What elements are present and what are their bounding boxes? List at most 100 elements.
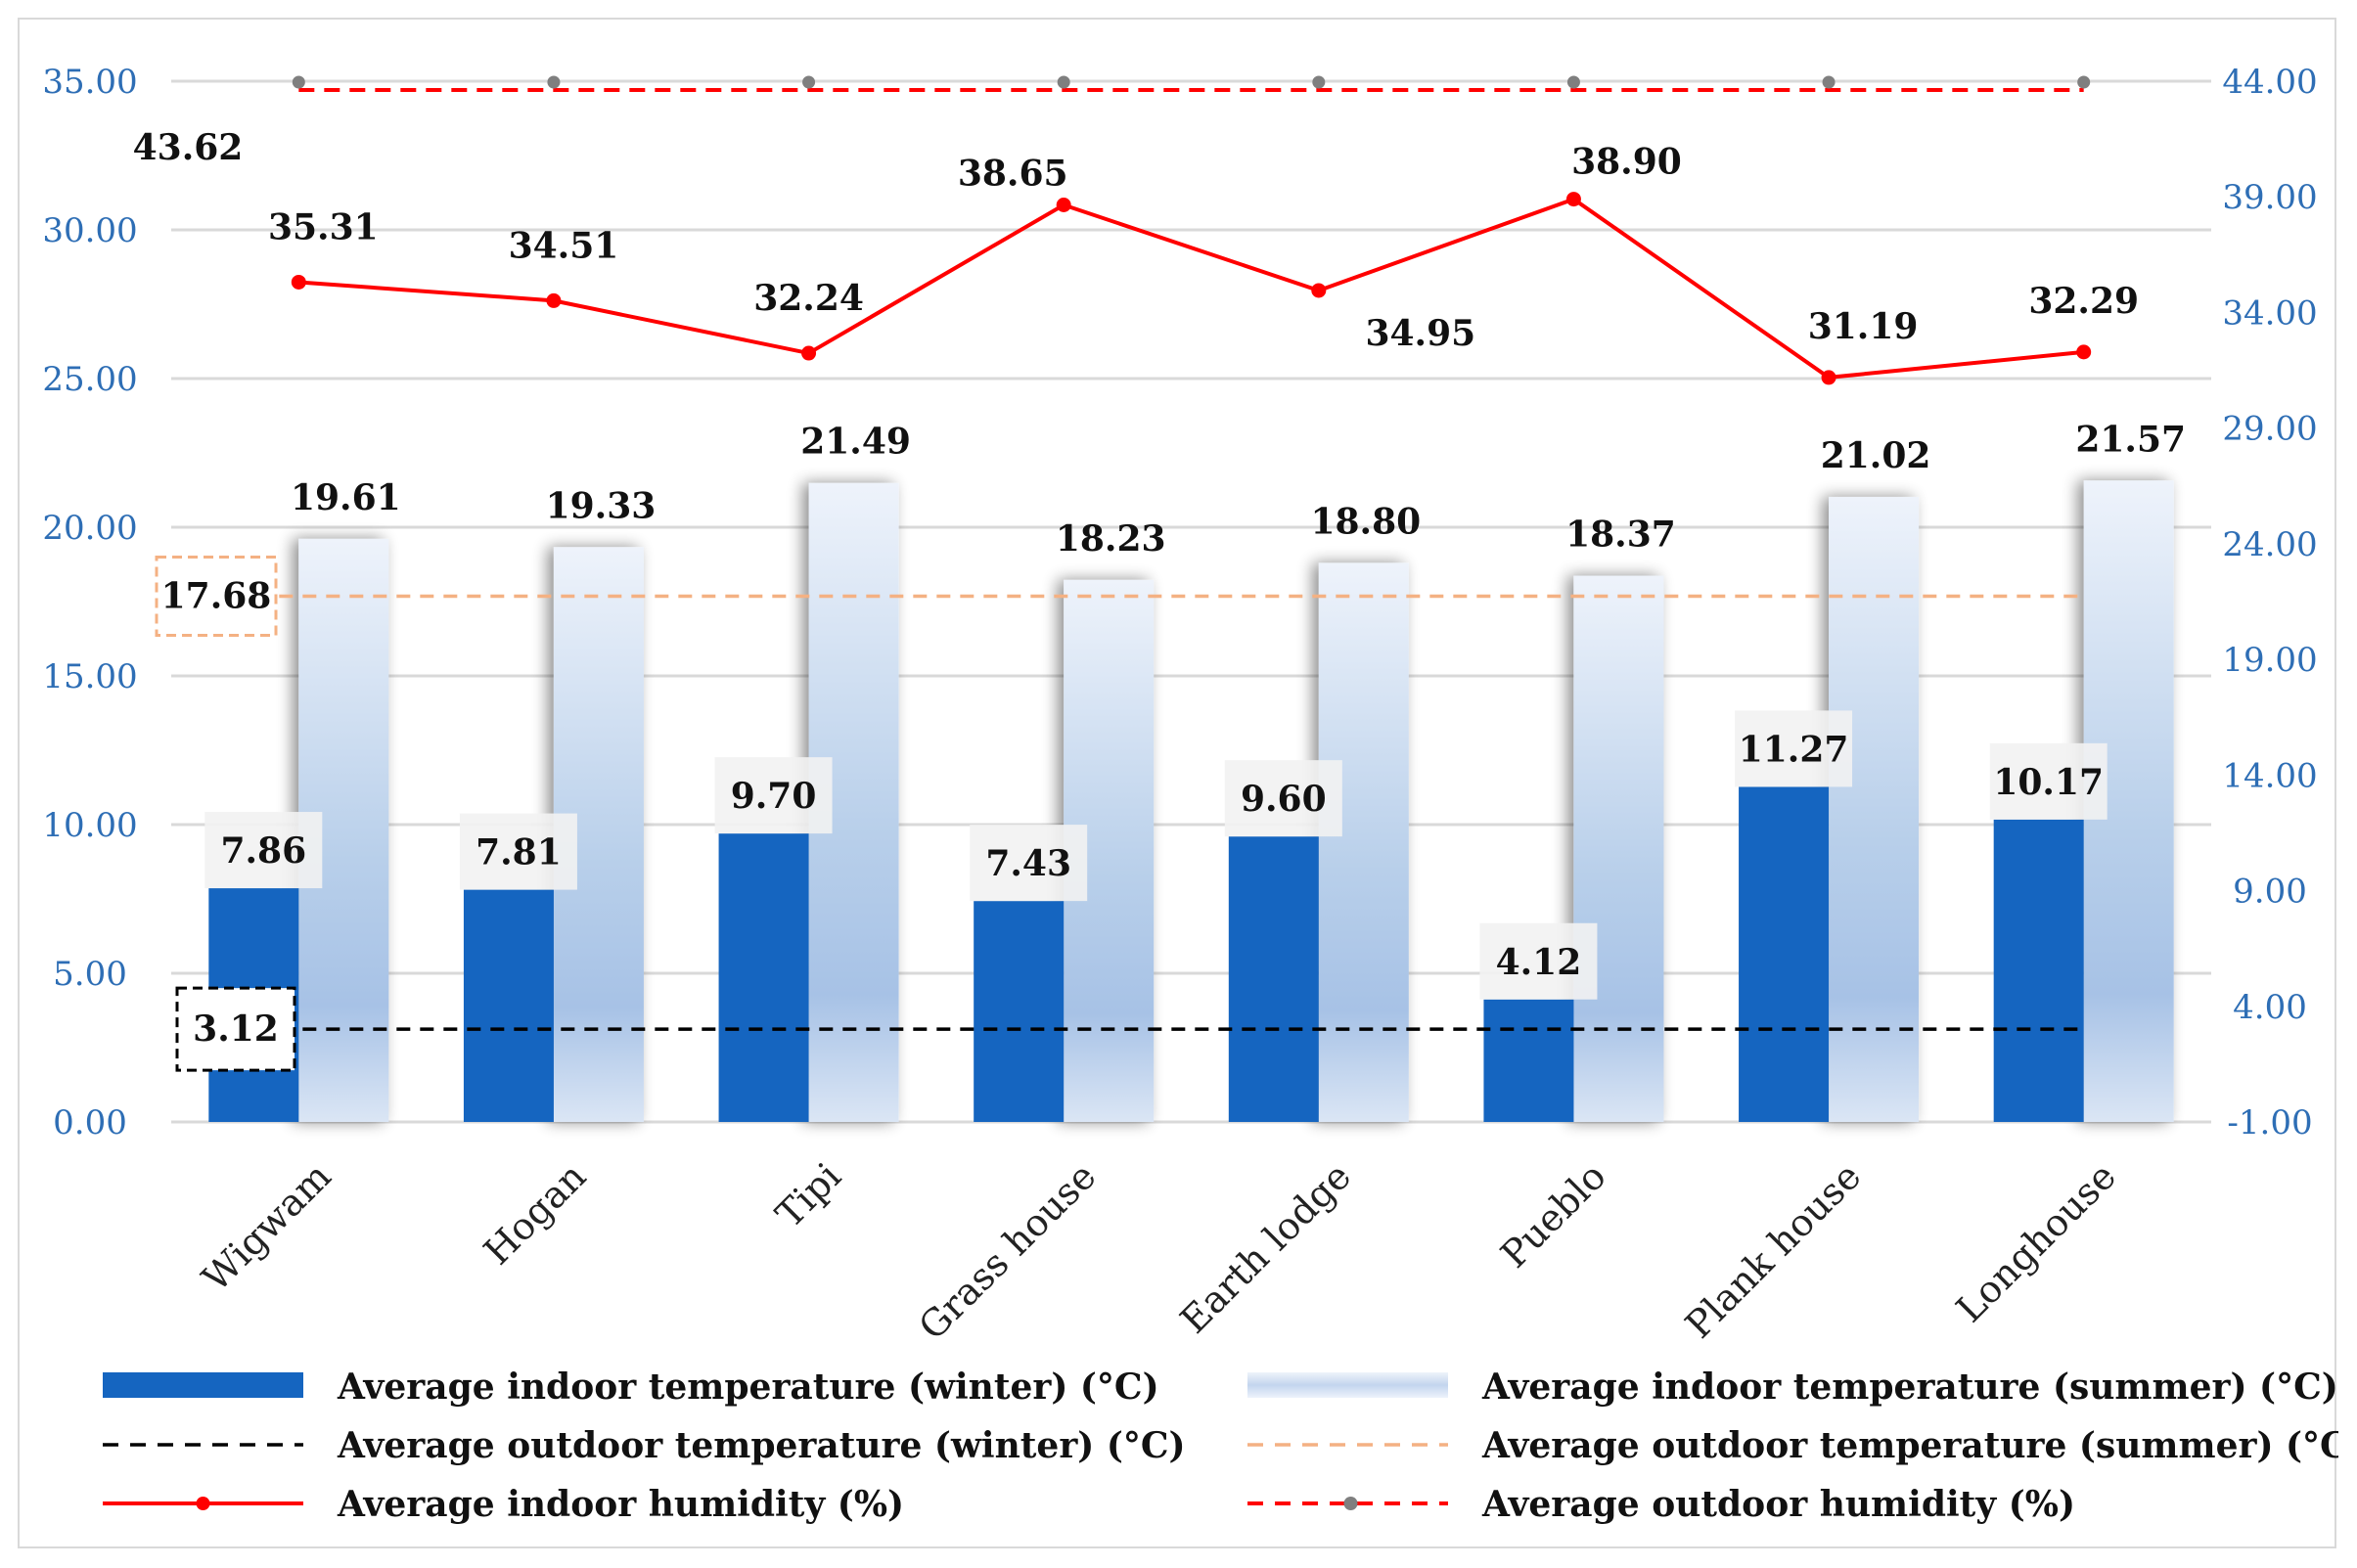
winter-label-box — [459, 813, 577, 890]
legend-label: Average outdoor temperature (summer) (°C… — [1481, 1425, 2338, 1466]
summer-bar — [1573, 575, 1664, 1122]
right-tick-label: 29.00 — [2222, 410, 2317, 449]
legend-label: Average outdoor humidity (%) — [1481, 1484, 2075, 1525]
right-tick-label: 4.00 — [2233, 988, 2307, 1027]
summer-value-label: 18.23 — [1056, 518, 1166, 560]
legend-label: Average indoor humidity (%) — [337, 1484, 904, 1525]
humidity-value-label: 32.29 — [2028, 281, 2139, 322]
humidity-value-label: 38.90 — [1571, 142, 1682, 183]
outdoor-humidity-marker — [1566, 75, 1580, 89]
legend-label: Average indoor temperature (winter) (°C) — [337, 1366, 1159, 1408]
winter-label-box — [1989, 742, 2108, 820]
indoor-humidity-marker — [1821, 370, 1836, 385]
humidity-value-label: 31.19 — [1808, 306, 1919, 347]
outdoor-winter-label: 3.12 — [193, 1008, 279, 1050]
left-tick-label: 30.00 — [42, 211, 137, 250]
winter-label-box — [1224, 760, 1342, 837]
right-tick-label: 24.00 — [2222, 525, 2317, 564]
winter-value-label: 9.70 — [731, 776, 817, 817]
summer-value-label: 18.37 — [1565, 515, 1676, 556]
legend: Average indoor temperature (winter) (°C)… — [103, 1366, 2338, 1525]
humidity-value-label: 34.51 — [509, 225, 619, 266]
humidity-value-label: 34.95 — [1365, 313, 1475, 354]
winter-label-box — [714, 757, 833, 834]
legend-outdoor-humidity-marker — [1343, 1497, 1358, 1510]
winter-label-box — [970, 825, 1088, 902]
outdoor-humidity-marker — [1822, 75, 1836, 89]
indoor-humidity-marker — [1565, 192, 1581, 207]
right-tick-label: 39.00 — [2222, 178, 2317, 217]
legend-humidity-marker — [196, 1497, 210, 1510]
legend-summer-swatch — [1247, 1372, 1448, 1398]
left-tick-label: 25.00 — [42, 360, 137, 399]
winter-value-label: 10.17 — [1993, 762, 2104, 803]
summer-value-label: 19.33 — [546, 485, 657, 526]
outdoor-humidity-marker — [1312, 75, 1326, 89]
winter-label-box — [1479, 922, 1598, 1000]
winter-label-box — [1735, 710, 1853, 787]
winter-bar — [1739, 786, 1830, 1122]
humidity-value-label: 38.65 — [958, 153, 1068, 194]
left-tick-label: 5.00 — [53, 955, 127, 994]
winter-value-label: 7.43 — [985, 843, 1071, 884]
outdoor-humidity-marker — [2077, 75, 2091, 89]
category-label: Grass house — [911, 1154, 1105, 1348]
left-axis-ticks: 0.00 5.00 10.00 15.00 20.00 25.00 30.00 35.00 — [42, 63, 137, 1142]
winter-bar — [974, 901, 1065, 1122]
right-tick-label: 34.00 — [2222, 293, 2317, 333]
indoor-humidity-line — [298, 197, 2084, 380]
right-tick-label: 9.00 — [2233, 873, 2307, 912]
reference-lines — [208, 75, 2091, 1031]
category-labels: Wigwam Hogan Tipi Grass house Earth lodge Pue… — [194, 1154, 2124, 1348]
winter-value-label: 11.27 — [1739, 729, 1849, 770]
left-tick-label: 15.00 — [42, 657, 137, 696]
legend-winter-swatch — [103, 1372, 303, 1398]
indoor-humidity-marker — [2076, 344, 2092, 360]
summer-bar — [1829, 496, 1920, 1122]
outdoor-humidity-marker — [547, 75, 561, 89]
summer-value-label: 21.49 — [800, 422, 911, 463]
legend-label: Average indoor temperature (summer) (°C) — [1481, 1366, 2338, 1408]
right-tick-label: 14.00 — [2222, 756, 2317, 795]
legend-label: Average outdoor temperature (winter) (°C… — [337, 1425, 1186, 1466]
indoor-humidity-marker — [1056, 197, 1071, 212]
winter-bar — [718, 833, 809, 1122]
data-labels: 7.86 7.81 9.70 7.43 9.60 4.12 11.27 10.17 19.61 1… — [133, 127, 2186, 1072]
right-tick-label: -1.00 — [2227, 1103, 2312, 1142]
right-tick-label: 19.00 — [2222, 641, 2317, 680]
left-tick-label: 10.00 — [42, 806, 137, 845]
left-tick-label: 0.00 — [53, 1103, 127, 1142]
outdoor-humidity-marker — [802, 75, 816, 89]
outdoor-humidity-label: 43.62 — [133, 127, 244, 168]
winter-bar — [1993, 819, 2084, 1122]
chart-container: 0.00 5.00 10.00 15.00 20.00 25.00 30.00 35.00 -… — [18, 18, 2338, 1548]
indoor-humidity-series — [291, 192, 2092, 385]
outdoor-humidity-marker — [292, 75, 305, 89]
category-label: Pueblo — [1492, 1154, 1613, 1276]
summer-value-label: 21.02 — [1821, 435, 1931, 476]
indoor-humidity-marker — [1311, 283, 1327, 298]
summer-bar — [1318, 562, 1409, 1122]
category-label: Longhouse — [1948, 1154, 2124, 1330]
winter-value-label: 7.86 — [220, 830, 306, 872]
right-tick-label: 44.00 — [2222, 63, 2317, 102]
winter-bar — [1483, 999, 1574, 1122]
indoor-humidity-marker — [546, 292, 562, 308]
summer-value-label: 18.80 — [1310, 501, 1421, 542]
outdoor-humidity-marker — [1057, 75, 1070, 89]
winter-bar — [463, 889, 554, 1122]
summer-value-label: 19.61 — [291, 477, 401, 518]
indoor-humidity-marker — [801, 345, 817, 361]
humidity-value-label: 32.24 — [753, 278, 864, 319]
winter-bar — [1228, 836, 1319, 1122]
winter-label-box — [204, 812, 323, 889]
left-tick-label: 20.00 — [42, 509, 137, 548]
category-label: Plank house — [1677, 1154, 1869, 1346]
indoor-humidity-marker — [291, 274, 306, 290]
summer-value-label: 21.57 — [2075, 419, 2186, 460]
outdoor-summer-label: 17.68 — [161, 576, 272, 617]
category-label: Wigwam — [194, 1154, 340, 1300]
winter-value-label: 7.81 — [476, 832, 562, 874]
right-axis-ticks: -1.00 4.00 9.00 14.00 19.00 24.00 29.00 34.00 39… — [2222, 63, 2317, 1142]
outdoor-summer-label-box — [155, 556, 278, 638]
